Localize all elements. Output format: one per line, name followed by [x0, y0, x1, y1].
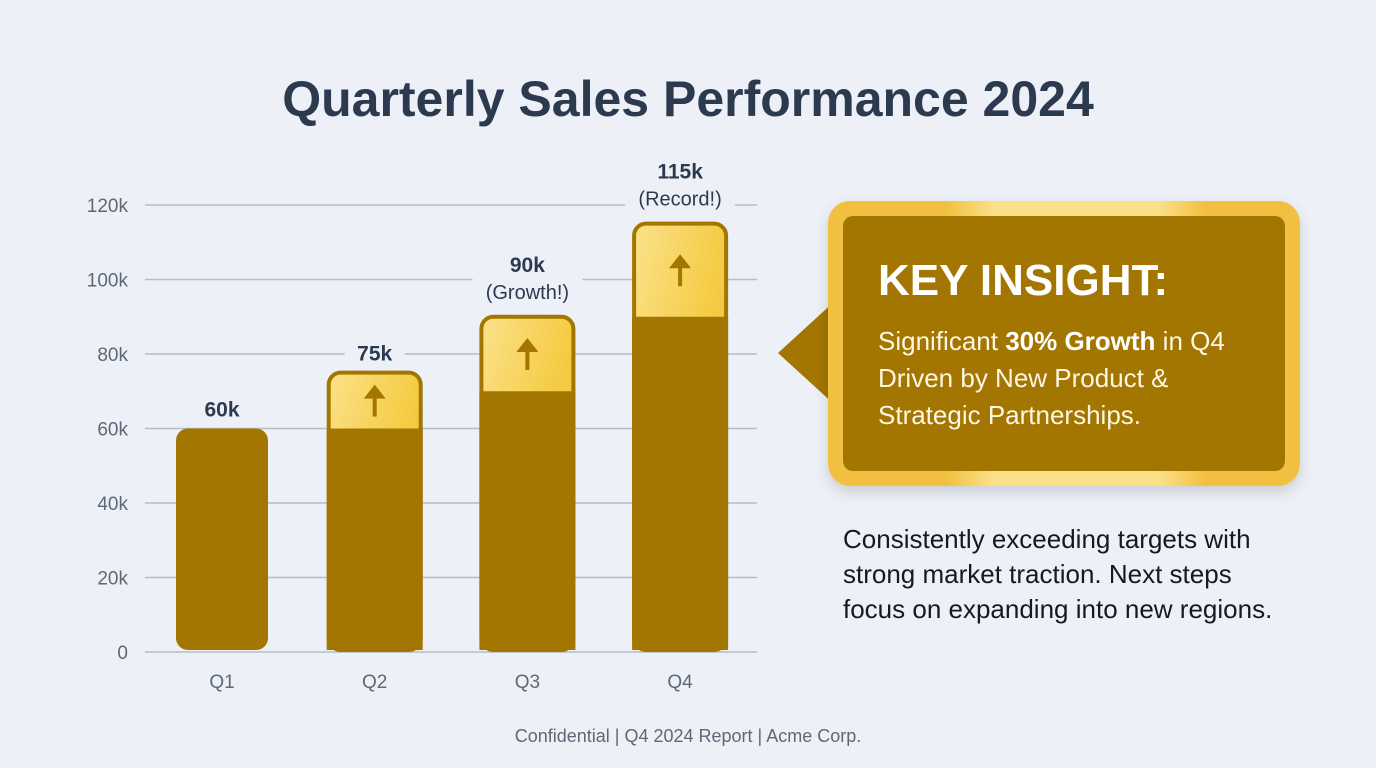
bar-base-bottom [479, 632, 576, 650]
bar-chart: 0 20k 40k 60k 80k 100k 120k 60k Q1 75k Q2 90k (Growt… [86, 156, 757, 693]
bar-base-bottom [632, 632, 729, 650]
callout-body [843, 216, 1285, 471]
y-tick-label: 40k [97, 494, 128, 515]
bar-q3 [479, 314, 576, 652]
y-tick-label: 120k [87, 196, 129, 217]
bar-base-segment [479, 391, 576, 650]
bar-base-bottom [326, 632, 423, 650]
summary-text: Consistently exceeding targets with stro… [843, 524, 1273, 624]
arrow-up-icon [516, 338, 539, 370]
label-backdrop [192, 394, 252, 423]
footer: Confidential | Q4 2024 Report | Acme Cor… [514, 726, 862, 746]
label-backdrop [344, 338, 405, 367]
insight-text-start: Significant [878, 326, 1006, 356]
y-tick-label: 80k [97, 345, 128, 366]
x-tick-label: Q4 [667, 672, 693, 693]
data-label-note: (Growth!) [486, 282, 569, 304]
insight-text: Significant 30% Growth in Q4 Driven by N… [878, 323, 1278, 434]
bar-q2 [326, 370, 423, 652]
insight-text-end: in Q4 Driven by New Product & Strategic … [878, 326, 1225, 430]
y-tick-label: 60k [97, 420, 128, 441]
y-tick-label: 0 [117, 643, 128, 664]
bar-base-segment [326, 428, 423, 650]
insight-highlight: 30% Growth [1005, 326, 1156, 356]
arrow-up-icon [363, 384, 386, 417]
y-tick-label: 100k [87, 271, 129, 292]
key-insight-callout: KEY INSIGHT: Significant 30% Growth in Q… [778, 201, 1300, 486]
page-title: Quarterly Sales Performance 2024 [282, 71, 1094, 127]
arrow-up-icon [669, 254, 692, 287]
x-tick-label: Q1 [209, 672, 234, 693]
data-label: 75k [357, 343, 392, 366]
bar-q4 [632, 221, 729, 652]
data-label: 60k [204, 399, 239, 422]
bar-base-segment [176, 428, 268, 650]
data-label-note: (Record!) [638, 189, 721, 211]
label-backdrop [472, 249, 583, 306]
y-tick-label: 20k [97, 569, 128, 590]
bar-q1 [176, 428, 268, 650]
data-label: 90k [510, 254, 545, 277]
x-tick-label: Q2 [362, 672, 387, 693]
x-tick-label: Q3 [515, 672, 540, 693]
insight-title: KEY INSIGHT: [878, 256, 1169, 305]
bar-base-segment [632, 316, 729, 650]
data-label: 115k [657, 161, 703, 184]
label-backdrop [625, 156, 736, 213]
